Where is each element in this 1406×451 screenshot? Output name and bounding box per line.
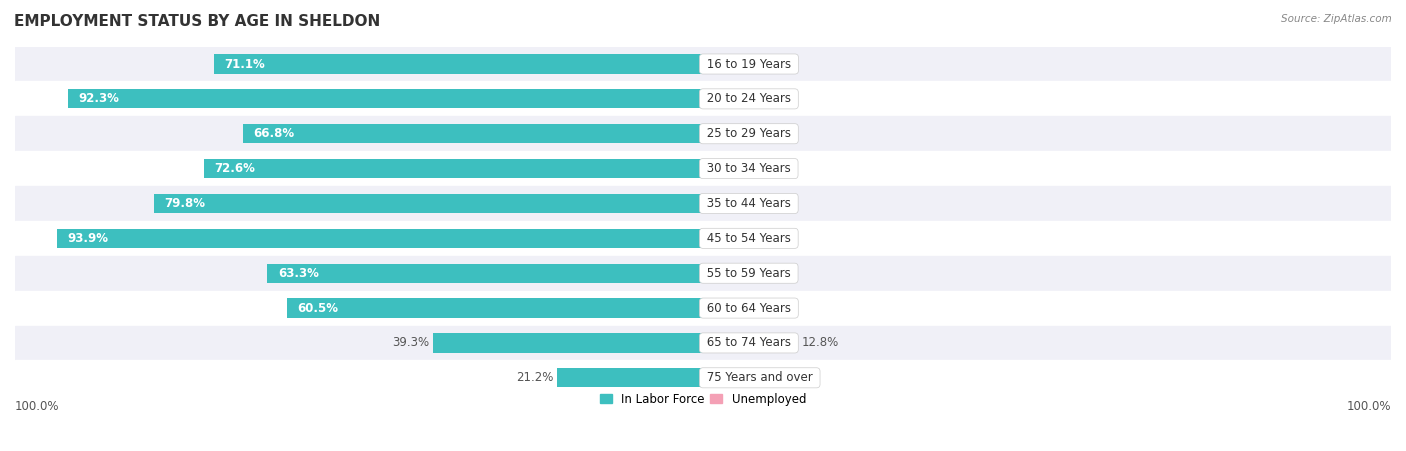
Bar	[15, 116, 1391, 151]
Text: EMPLOYMENT STATUS BY AGE IN SHELDON: EMPLOYMENT STATUS BY AGE IN SHELDON	[14, 14, 380, 28]
Text: 0.0%: 0.0%	[713, 371, 742, 384]
Bar	[58, 229, 703, 248]
Legend: In Labor Force, Unemployed: In Labor Force, Unemployed	[595, 388, 811, 410]
Text: 100.0%: 100.0%	[15, 400, 59, 414]
Text: 0.0%: 0.0%	[713, 267, 742, 280]
Text: 63.3%: 63.3%	[278, 267, 319, 280]
Text: 79.8%: 79.8%	[165, 197, 205, 210]
Text: 66.8%: 66.8%	[253, 127, 295, 140]
Bar	[67, 89, 703, 108]
Text: 21.2%: 21.2%	[516, 371, 554, 384]
Text: 39.3%: 39.3%	[392, 336, 429, 350]
Bar	[557, 368, 703, 387]
Bar	[287, 299, 703, 318]
Text: Source: ZipAtlas.com: Source: ZipAtlas.com	[1281, 14, 1392, 23]
Text: 30 to 34 Years: 30 to 34 Years	[703, 162, 794, 175]
Bar	[243, 124, 703, 143]
Bar	[433, 333, 703, 353]
Text: 0.5%: 0.5%	[717, 58, 747, 70]
Text: 20 to 24 Years: 20 to 24 Years	[703, 92, 794, 106]
Text: 35 to 44 Years: 35 to 44 Years	[703, 197, 794, 210]
Bar	[15, 256, 1391, 290]
Text: 0.0%: 0.0%	[713, 162, 742, 175]
Text: 12.8%: 12.8%	[801, 336, 838, 350]
Bar	[15, 46, 1391, 82]
Text: 71.1%: 71.1%	[224, 58, 264, 70]
Bar	[155, 194, 703, 213]
Text: 0.0%: 0.0%	[713, 197, 742, 210]
Bar	[267, 264, 703, 283]
Text: 65 to 74 Years: 65 to 74 Years	[703, 336, 794, 350]
Text: 75 Years and over: 75 Years and over	[703, 371, 817, 384]
Bar	[15, 326, 1391, 360]
Text: 60.5%: 60.5%	[297, 302, 337, 315]
Text: 72.6%: 72.6%	[214, 162, 254, 175]
Bar	[15, 221, 1391, 256]
Text: 0.0%: 0.0%	[713, 232, 742, 245]
Text: 0.0%: 0.0%	[713, 302, 742, 315]
Text: 45 to 54 Years: 45 to 54 Years	[703, 232, 794, 245]
Bar	[15, 82, 1391, 116]
Text: 3.8%: 3.8%	[740, 127, 769, 140]
Text: 25 to 29 Years: 25 to 29 Years	[703, 127, 794, 140]
Text: 16 to 19 Years: 16 to 19 Years	[703, 58, 794, 70]
Bar	[15, 290, 1391, 326]
Text: 100.0%: 100.0%	[1347, 400, 1391, 414]
Bar	[703, 333, 792, 353]
Text: 60 to 64 Years: 60 to 64 Years	[703, 302, 794, 315]
Text: 93.9%: 93.9%	[67, 232, 108, 245]
Bar	[15, 151, 1391, 186]
Bar	[15, 360, 1391, 395]
Bar	[703, 124, 730, 143]
Bar	[204, 159, 703, 178]
Text: 55 to 59 Years: 55 to 59 Years	[703, 267, 794, 280]
Bar	[15, 186, 1391, 221]
Bar	[703, 55, 706, 74]
Text: 0.0%: 0.0%	[713, 92, 742, 106]
Text: 92.3%: 92.3%	[79, 92, 120, 106]
Bar	[214, 55, 703, 74]
